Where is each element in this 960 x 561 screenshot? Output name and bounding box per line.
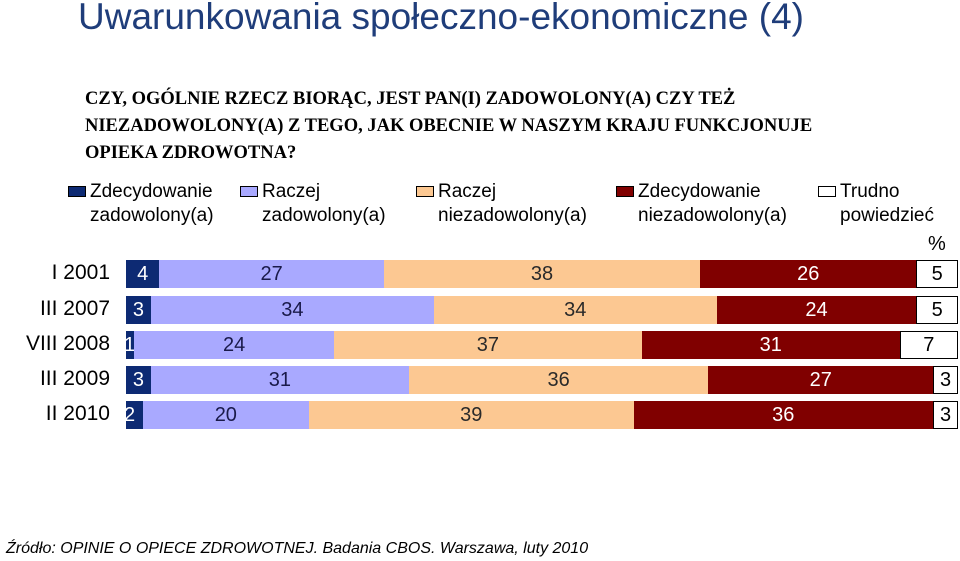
legend-swatch-4: [616, 186, 634, 197]
data-label-1-4: 26: [797, 263, 820, 285]
legend-swatch-3: [416, 186, 434, 197]
unit-label: %: [928, 233, 946, 255]
data-label-5-2: 20: [214, 404, 237, 426]
bar-segment-3-3: [334, 331, 642, 359]
data-label-1-3: 38: [530, 263, 554, 285]
data-label-4-4: 27: [809, 369, 832, 391]
bar-segment-3-2: [134, 331, 334, 359]
data-label-4-5: 3: [939, 369, 952, 391]
legend-swatch-5: [818, 186, 836, 197]
bar-segment-4-2: [150, 366, 409, 394]
data-label-5-5: 3: [939, 404, 952, 426]
legend-label-5: Trudno powiedzieć: [840, 181, 934, 226]
data-label-1-2: 27: [260, 263, 283, 285]
bar-segment-2-4: [716, 296, 917, 324]
bar-segment-5-3: [309, 401, 634, 429]
category-label-4: III 2009: [39, 367, 110, 390]
category-label-2: III 2007: [39, 297, 110, 320]
data-label-3-1: 1: [124, 334, 136, 356]
legend-label-1: Zdecydowanie zadowolony(a): [90, 181, 214, 226]
question-line-3: OPIEKA ZDROWOTNA?: [85, 143, 297, 163]
data-label-1-5: 5: [931, 263, 943, 285]
legend-swatch-2: [240, 186, 258, 197]
bar-segment-2-3: [433, 296, 717, 324]
data-label-5-1: 2: [124, 404, 136, 426]
legend-label-3: Raczej niezadowolony(a): [438, 181, 587, 226]
category-label-5: II 2010: [45, 402, 110, 425]
bar-segment-5-5: [933, 401, 958, 429]
bar-segment-1-5: [916, 260, 958, 288]
data-label-4-1: 3: [132, 369, 145, 391]
data-label-1-1: 4: [137, 263, 149, 285]
slide-title: Uwarunkowania społeczno-ekonomiczne (4): [78, 0, 804, 37]
bar-segment-2-2: [150, 296, 434, 324]
data-label-3-3: 37: [476, 334, 500, 356]
bar-segment-4-4: [708, 366, 934, 394]
bar-segment-2-5: [916, 296, 958, 324]
bar-segment-1-3: [383, 260, 701, 288]
data-label-2-3: 34: [564, 299, 587, 321]
bar-segment-5-1: [126, 401, 143, 429]
bar-segment-2-1: [126, 296, 151, 324]
data-label-4-3: 36: [547, 369, 570, 391]
data-label-3-4: 31: [759, 334, 782, 356]
data-label-2-4: 24: [805, 299, 828, 321]
data-label-2-2: 34: [281, 299, 304, 321]
bar-segment-4-3: [408, 366, 709, 394]
data-label-5-3: 39: [460, 404, 483, 426]
data-label-3-5: 7: [923, 334, 935, 356]
bar-segment-3-4: [641, 331, 900, 359]
category-label-1: I 2001: [51, 261, 110, 284]
bar-segment-4-5: [933, 366, 958, 394]
data-label-3-2: 24: [223, 334, 246, 356]
legend-label-2: Raczej zadowolony(a): [262, 181, 386, 226]
bar-segment-4-1: [126, 366, 151, 394]
data-label-5-4: 36: [772, 404, 795, 426]
question-line-1: CZY, OGÓLNIE RZECZ BIORĄC, JEST PAN(I) Z…: [85, 89, 736, 109]
bar-segment-3-1: [126, 331, 135, 359]
bar-segment-1-2: [159, 260, 384, 288]
legend-swatch-1: [68, 186, 86, 197]
legend-label-4: Zdecydowanie niezadowolony(a): [638, 181, 787, 226]
survey-question: CZY, OGÓLNIE RZECZ BIORĄC, JEST PAN(I) Z…: [85, 86, 945, 167]
bar-segment-1-1: [126, 260, 160, 288]
bar-segment-1-4: [700, 260, 917, 288]
data-label-2-5: 5: [931, 299, 943, 321]
question-line-2: NIEZADOWOLONY(A) Z TEGO, JAK OBECNIE W N…: [85, 116, 813, 136]
data-label-4-2: 31: [268, 369, 292, 391]
data-label-2-1: 3: [132, 299, 145, 321]
bar-segment-5-4: [633, 401, 934, 429]
source-note: Źródło: OPINIE O OPIECE ZDROWOTNEJ. Bada…: [6, 540, 589, 557]
category-label-3: VIII 2008: [25, 332, 110, 355]
bar-segment-5-2: [142, 401, 310, 429]
bar-segment-3-5: [899, 331, 958, 359]
